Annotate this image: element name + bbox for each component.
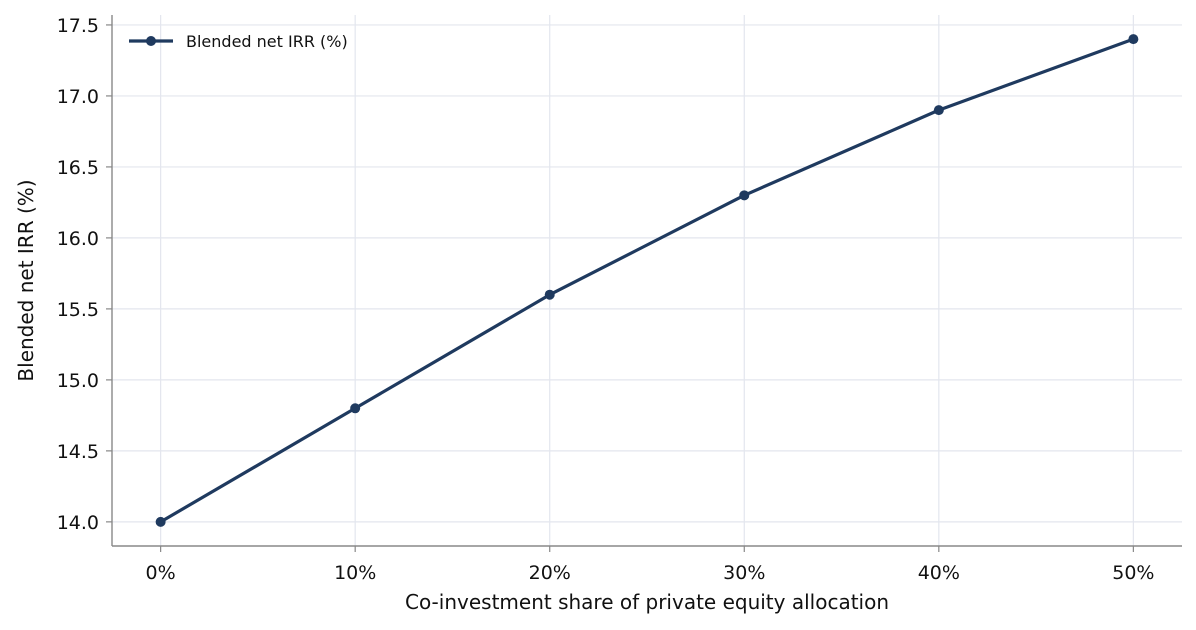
y-tick-label: 16.0: [57, 228, 99, 250]
y-tick-label: 15.5: [57, 299, 99, 321]
x-axis-title: Co-investment share of private equity al…: [405, 590, 889, 614]
data-point: [933, 105, 944, 116]
x-tick-label: 0%: [146, 562, 176, 584]
series-line: [159, 37, 1135, 524]
y-tick-label: 17.5: [57, 15, 99, 37]
x-tick-label: 10%: [334, 562, 376, 584]
series-layer: [155, 34, 1139, 527]
data-point: [1128, 34, 1139, 45]
data-point: [350, 403, 361, 414]
gridlines: [112, 15, 1182, 546]
x-tick-label: 50%: [1112, 562, 1154, 584]
legend-marker-swatch: [146, 36, 156, 46]
y-tick-label: 14.5: [57, 441, 99, 463]
data-point: [544, 289, 555, 300]
x-tick-label: 20%: [529, 562, 571, 584]
legend-label: Blended net IRR (%): [186, 32, 348, 51]
legend: Blended net IRR (%): [129, 32, 348, 51]
y-axis-title: Blended net IRR (%): [14, 179, 38, 381]
data-point: [739, 190, 750, 201]
axes: [111, 15, 1182, 547]
data-point: [155, 516, 166, 527]
y-tick-label: 14.0: [57, 512, 99, 534]
y-tick-label: 15.0: [57, 370, 99, 392]
x-tick-label: 30%: [723, 562, 765, 584]
tick-labels: 0% 10% 20% 30% 40% 50% 14.0 14.5 15.0 15.5 16.0 16.…: [57, 15, 1155, 584]
y-tick-label: 16.5: [57, 157, 99, 179]
y-tick-label: 17.0: [57, 86, 99, 108]
x-tick-label: 40%: [918, 562, 960, 584]
